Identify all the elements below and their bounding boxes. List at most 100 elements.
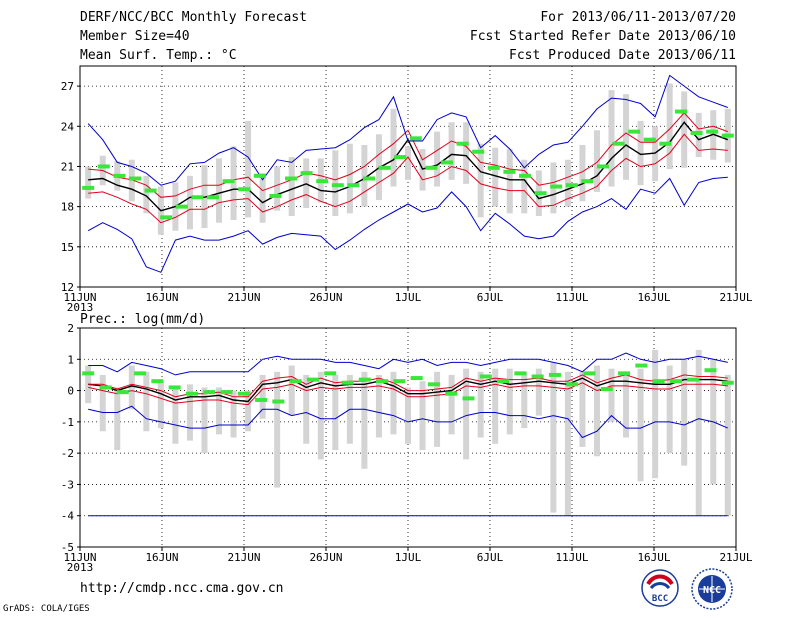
prec-y-tick-label: 0 [67,385,74,398]
prec-observed-mark [548,372,561,377]
prec-spread-box [535,368,542,416]
ncc-logo-text: NCC [703,585,721,596]
prec-year-label: 2013 [67,561,94,574]
temp-observed-mark [160,215,173,220]
temp-y-tick-label: 18 [61,201,74,214]
prec-spread-box [593,365,600,457]
prec-panel-title: Prec.: log(mm/d) [80,312,205,327]
temp-observed-mark [721,133,734,138]
temp-spread-box [448,122,455,180]
prec-observed-mark [393,379,406,384]
temp-x-tick-label: 26JUN [309,291,342,304]
temp-spread-box [463,122,470,184]
temp-observed-mark [409,136,422,141]
prec-max-line [88,352,728,376]
prec-median-line [88,377,728,403]
temp-observed-mark [565,183,578,188]
prec-spread-box [521,371,528,429]
temp-x-tick-label: 1JUL [395,291,422,304]
temp-y-tick-label: 15 [61,241,74,254]
prec-spread-box [623,371,630,438]
prec-observed-mark [427,382,440,387]
bcc-logo-wave [649,582,671,590]
prec-observed-mark [82,371,95,376]
prec-spread-box [434,371,441,447]
temp-observed-mark [550,184,563,189]
prec-observed-mark [618,371,631,376]
prec-spread-box [114,387,121,451]
prec-y-tick-label: 2 [67,322,74,335]
prec-y-tick-label: 1 [67,353,74,366]
prec-spread-box [463,368,470,460]
temp-observed-mark [331,183,344,188]
temp-spread-box [521,159,528,214]
temp-observed-mark [581,179,594,184]
forecast-period-label: For 2013/06/11-2013/07/20 [540,10,736,25]
prec-y-tick-label: -5 [61,541,74,554]
prec-spread-box [492,368,499,444]
prec-observed-mark [566,382,579,387]
temp-spread-box [85,166,92,199]
temp-year-label: 2013 [67,301,94,314]
temp-observed-mark [222,179,235,184]
temp-spread-box [579,145,586,202]
prec-spread-box [477,371,484,438]
temp-observed-mark [487,165,500,170]
prec-q_lower-line [88,382,728,406]
temp-observed-mark [378,165,391,170]
prec-observed-mark [289,379,302,384]
prec-spread-box [637,368,644,482]
temp-observed-mark [269,193,282,198]
prec-spread-box [186,384,193,441]
member-size-label: Member Size=40 [80,29,190,44]
ncc-logo: NCC [691,568,733,610]
temp-x-tick-label: 11JUN [63,291,96,304]
temp-observed-mark [690,130,703,135]
temp-observed-mark [285,176,297,181]
temp-spread-box [608,90,615,187]
prec-spread-box [375,374,382,438]
temp-observed-mark [394,155,407,160]
temp-spread-box [245,120,252,218]
temp-spread-box [128,159,135,202]
temp-spread-box [230,146,237,221]
prec-x-tick-label: 26JUN [309,551,342,564]
temp-spread-box [216,158,223,223]
temp-spread-box [492,147,499,207]
prec-observed-mark [220,390,233,395]
temp-min-line [87,176,728,273]
source-url: http://cmdp.ncc.cma.gov.cn [80,581,284,596]
temp-y-tick-label: 24 [61,120,75,133]
temp-spread-box [564,159,571,207]
prec-spread-box [317,371,324,460]
bcc-logo: BCC [641,569,679,607]
temp-max-line [87,74,728,186]
temp-spread-box [593,130,600,192]
temp-x-tick-label: 11JUL [555,291,588,304]
temp-spread-box [637,120,644,186]
temp-plot-frame [79,65,737,288]
prec-spread-box [216,387,223,435]
temp-spread-box [332,150,339,217]
prec-observed-mark [134,371,147,376]
prec-spread-box [695,349,702,516]
prec-spread-box [608,368,615,422]
prec-x-tick-label: 11JUL [555,551,588,564]
temp-spread-box [274,166,281,211]
prec-spread-box [245,390,252,432]
prec-observed-mark [600,387,613,392]
variable-label: Mean Surf. Temp.: °C [80,48,237,63]
temp-observed-mark [612,141,625,146]
prec-observed-mark [341,380,354,385]
prec-spread-box [259,374,266,419]
prec-observed-mark [635,363,648,368]
temp-q_lower-line [88,133,728,224]
prec-spread-box [405,387,411,444]
temp-x-tick-label: 16JUN [145,291,178,304]
prec-spread-box [128,365,135,410]
prec-spread-box [230,390,237,438]
temp-spread-box [288,157,295,217]
bcc-logo-text: BCC [652,594,668,604]
prec-spread-box [361,371,368,469]
prec-observed-mark [358,377,371,382]
